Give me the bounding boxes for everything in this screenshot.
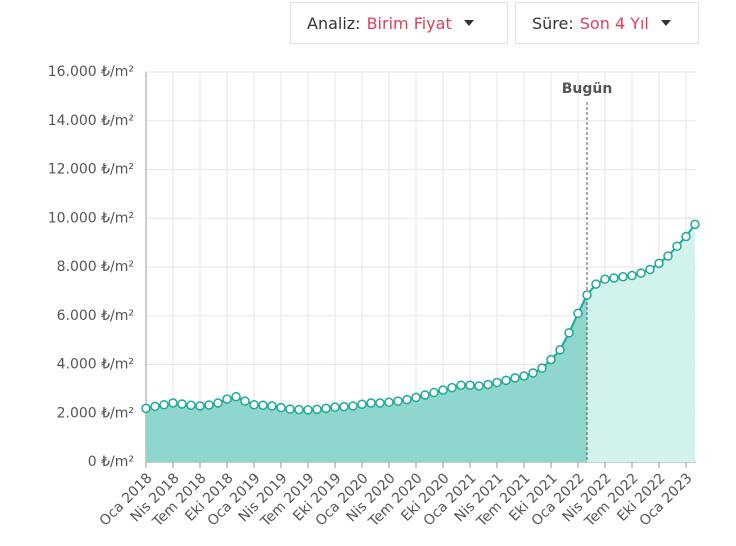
point <box>483 379 493 390</box>
y-tick-label: 8.000 ₺/m² <box>57 259 134 275</box>
area-past <box>146 295 587 462</box>
point <box>150 401 160 412</box>
point <box>357 399 367 409</box>
point <box>591 279 601 289</box>
point <box>348 401 358 411</box>
point <box>267 401 277 411</box>
point <box>474 381 484 391</box>
dropdown-label: Analiz: <box>307 13 361 33</box>
point <box>609 273 619 283</box>
point <box>213 398 223 408</box>
point <box>681 231 691 242</box>
y-tick-label: 16.000 ₺/m² <box>48 64 134 80</box>
dropdown-value: Son 4 Yıl <box>579 13 649 33</box>
point <box>519 371 529 381</box>
point <box>690 219 700 230</box>
point <box>537 363 547 373</box>
point <box>141 403 151 414</box>
point <box>186 400 196 410</box>
area-future <box>587 224 695 462</box>
point <box>429 387 439 398</box>
point <box>276 402 286 413</box>
y-tick-label: 6.000 ₺/m² <box>57 308 134 324</box>
y-tick-label: 12.000 ₺/m² <box>48 162 134 178</box>
point <box>168 398 178 408</box>
y-tick-label: 14.000 ₺/m² <box>48 113 134 129</box>
point <box>231 391 241 402</box>
point <box>258 400 268 410</box>
analysis-dropdown[interactable]: Analiz: Birim Fiyat <box>290 2 508 44</box>
point <box>654 258 664 269</box>
y-tick-label: 0 ₺/m² <box>88 454 134 470</box>
point <box>672 241 682 252</box>
point <box>393 396 403 406</box>
point <box>402 394 412 405</box>
point <box>222 394 232 404</box>
caret <box>463 20 474 26</box>
point <box>303 405 313 415</box>
point <box>411 392 421 403</box>
point <box>546 354 556 365</box>
point <box>555 345 565 355</box>
y-tick-label: 2.000 ₺/m² <box>57 405 134 421</box>
point <box>645 264 655 275</box>
point <box>492 377 502 388</box>
caret <box>660 20 671 26</box>
point <box>204 400 214 410</box>
point <box>447 382 457 393</box>
point <box>285 404 295 414</box>
point <box>636 268 646 278</box>
point <box>294 404 304 415</box>
point <box>420 390 430 400</box>
point <box>159 399 169 410</box>
point <box>627 270 637 281</box>
point <box>330 402 340 412</box>
point <box>249 399 259 410</box>
point <box>177 399 187 409</box>
point <box>564 328 574 338</box>
point <box>501 375 511 386</box>
point <box>600 274 610 284</box>
point <box>618 272 628 282</box>
point <box>456 380 466 390</box>
point <box>312 404 322 415</box>
point <box>663 251 673 261</box>
point <box>582 290 592 300</box>
today-label: Bugün <box>562 81 613 97</box>
point <box>573 308 583 319</box>
y-tick-label: 10.000 ₺/m² <box>48 210 134 226</box>
point <box>438 385 448 395</box>
point <box>366 398 376 408</box>
point <box>384 397 394 408</box>
y-tick-label: 4.000 ₺/m² <box>57 357 134 373</box>
point <box>240 396 250 406</box>
point <box>195 401 205 411</box>
dropdown-value: Birim Fiyat <box>366 13 452 33</box>
point <box>465 380 475 390</box>
point <box>321 403 331 414</box>
point <box>528 368 538 378</box>
point <box>510 373 520 383</box>
period-dropdown[interactable]: Süre: Son 4 Yıl <box>515 2 699 44</box>
point <box>375 398 385 408</box>
point <box>339 401 349 412</box>
dropdown-label: Süre: <box>532 13 574 33</box>
